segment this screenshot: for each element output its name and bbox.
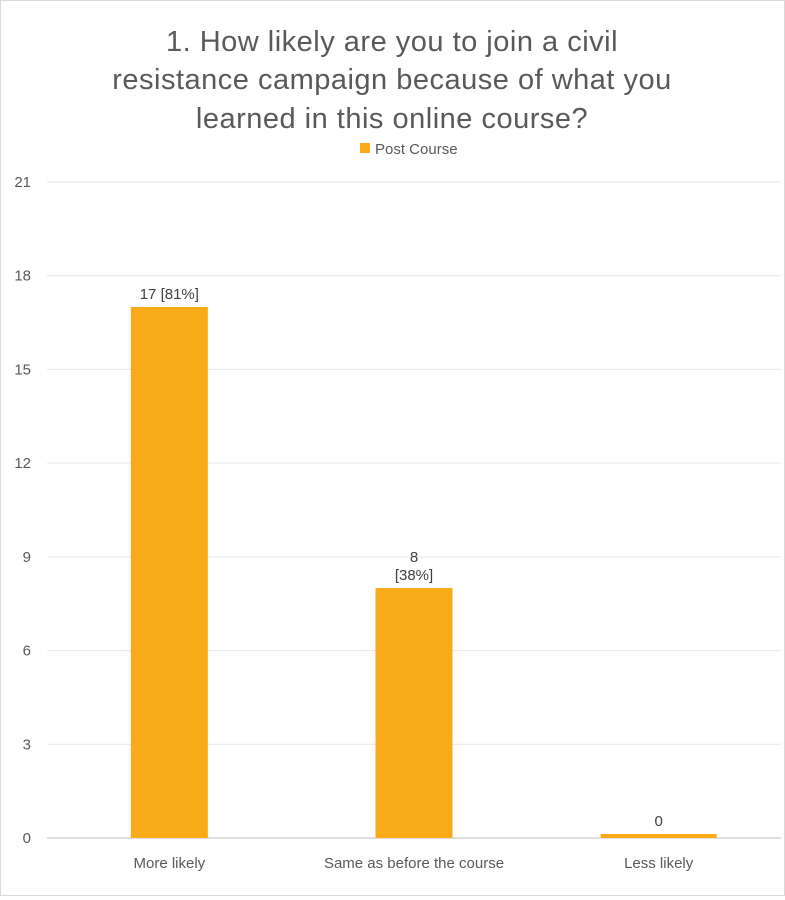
bar bbox=[600, 834, 717, 838]
chart-title-line-3: learned in this online course? bbox=[196, 103, 588, 135]
y-tick-label: 3 bbox=[23, 736, 31, 753]
data-label: [38%] bbox=[395, 567, 433, 584]
legend-swatch bbox=[360, 143, 370, 153]
legend: Post Course bbox=[360, 141, 458, 158]
bar bbox=[375, 588, 453, 838]
y-tick-label: 0 bbox=[23, 830, 31, 847]
bars bbox=[130, 306, 717, 838]
x-tick-label: More likely bbox=[133, 855, 205, 872]
x-tick-label: Same as before the course bbox=[324, 855, 504, 872]
y-tick-label: 15 bbox=[14, 361, 31, 378]
y-tick-label: 12 bbox=[14, 455, 31, 472]
y-tick-label: 18 bbox=[14, 268, 31, 285]
y-tick-label: 9 bbox=[23, 549, 31, 566]
chart-title-line-2: resistance campaign because of what you bbox=[112, 64, 672, 96]
chart-title: 1. How likely are you to join a civil re… bbox=[112, 26, 672, 135]
chart-title-line-1: 1. How likely are you to join a civil bbox=[166, 26, 618, 58]
legend-label: Post Course bbox=[375, 141, 458, 158]
y-axis: 0 3 6 9 12 15 18 21 bbox=[14, 174, 31, 847]
data-label: 17 [81%] bbox=[140, 286, 199, 303]
x-tick-label: Less likely bbox=[624, 855, 694, 872]
data-label: 8 bbox=[410, 549, 418, 566]
x-axis: More likely Same as before the course Less… bbox=[133, 855, 693, 872]
y-tick-label: 21 bbox=[14, 174, 31, 191]
data-label: 0 bbox=[654, 813, 662, 830]
y-tick-label: 6 bbox=[23, 643, 31, 660]
bar bbox=[130, 306, 208, 838]
data-labels: 17 [81%] 8[38%] 0 bbox=[140, 286, 663, 830]
